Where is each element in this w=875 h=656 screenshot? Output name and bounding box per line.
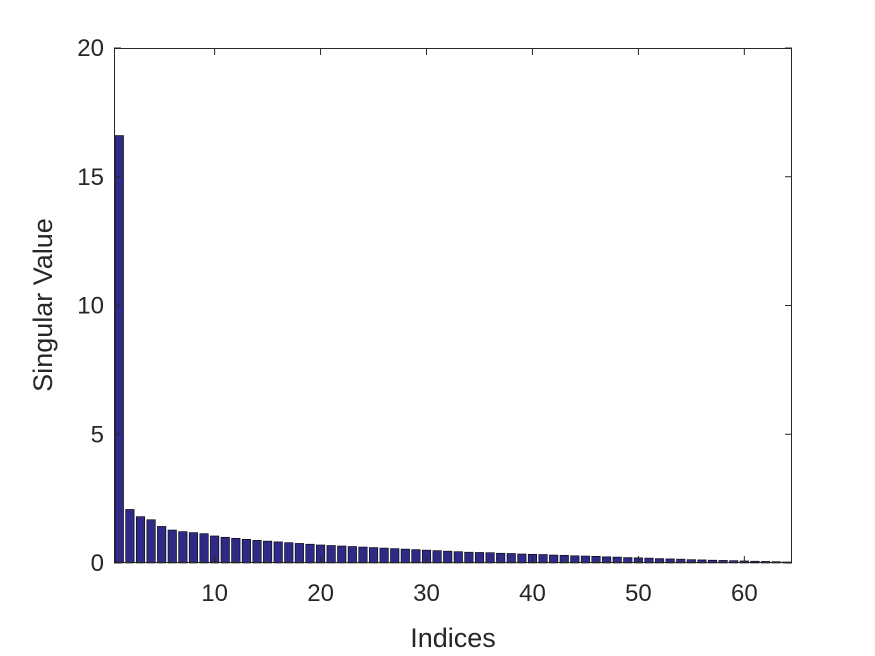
bar-25 [369, 547, 379, 564]
bar-3 [135, 516, 146, 564]
x-tick-label-20: 20 [307, 580, 334, 607]
bar-1 [114, 135, 124, 564]
y-tick-label-10: 10 [77, 293, 104, 320]
bar-4 [146, 519, 156, 564]
bar-34 [464, 551, 474, 564]
bar-33 [453, 551, 463, 564]
bar-15 [263, 540, 273, 564]
y-axis-ticks: 0 5 10 15 20 [77, 35, 792, 577]
bar-6 [167, 529, 177, 564]
bar-21 [326, 545, 336, 564]
y-tick-label-20: 20 [77, 35, 104, 62]
y-tick-label-0: 0 [91, 550, 104, 577]
x-axis-title: Indices [410, 623, 496, 653]
bar-14 [252, 540, 262, 564]
bar-17 [284, 542, 294, 564]
bar-26 [379, 547, 389, 564]
bar-45 [580, 555, 590, 564]
bar-46 [591, 555, 601, 564]
y-axis-title: Singular Value [28, 218, 58, 392]
plot-area-background [114, 48, 792, 563]
bar-35 [474, 552, 485, 564]
bar-36 [485, 552, 495, 564]
bar-13 [241, 539, 251, 564]
bar-12 [231, 537, 241, 564]
x-tick-label-40: 40 [519, 580, 546, 607]
bar-28 [400, 548, 410, 564]
x-axis-ticks: 10 20 30 40 50 60 [201, 48, 758, 607]
x-tick-label-50: 50 [625, 580, 652, 607]
bar-31 [432, 550, 442, 564]
bar-41 [538, 554, 548, 564]
bar-42 [549, 554, 559, 564]
bar-24 [358, 546, 368, 564]
bar-23 [347, 546, 357, 564]
bar-37 [496, 552, 506, 564]
bar-series [114, 135, 792, 564]
bar-27 [390, 548, 400, 564]
bar-9 [199, 533, 209, 564]
bar-22 [337, 545, 347, 564]
plot-frame [114, 48, 792, 563]
bar-19 [305, 543, 315, 564]
bar-44 [570, 555, 580, 564]
bar-8 [188, 532, 198, 564]
bar-38 [506, 553, 516, 564]
bar-39 [517, 553, 527, 564]
bar-2 [125, 509, 135, 564]
bar-16 [273, 541, 283, 564]
x-tick-label-60: 60 [731, 580, 758, 607]
bar-5 [157, 526, 167, 564]
y-tick-label-15: 15 [77, 164, 104, 191]
bar-29 [411, 549, 421, 564]
bar-43 [559, 554, 569, 564]
bar-7 [178, 531, 188, 564]
x-tick-label-30: 30 [413, 580, 440, 607]
y-tick-label-5: 5 [91, 421, 104, 448]
bar-11 [220, 536, 230, 564]
bar-18 [294, 543, 304, 564]
x-tick-label-10: 10 [201, 580, 228, 607]
bar-32 [443, 550, 453, 564]
